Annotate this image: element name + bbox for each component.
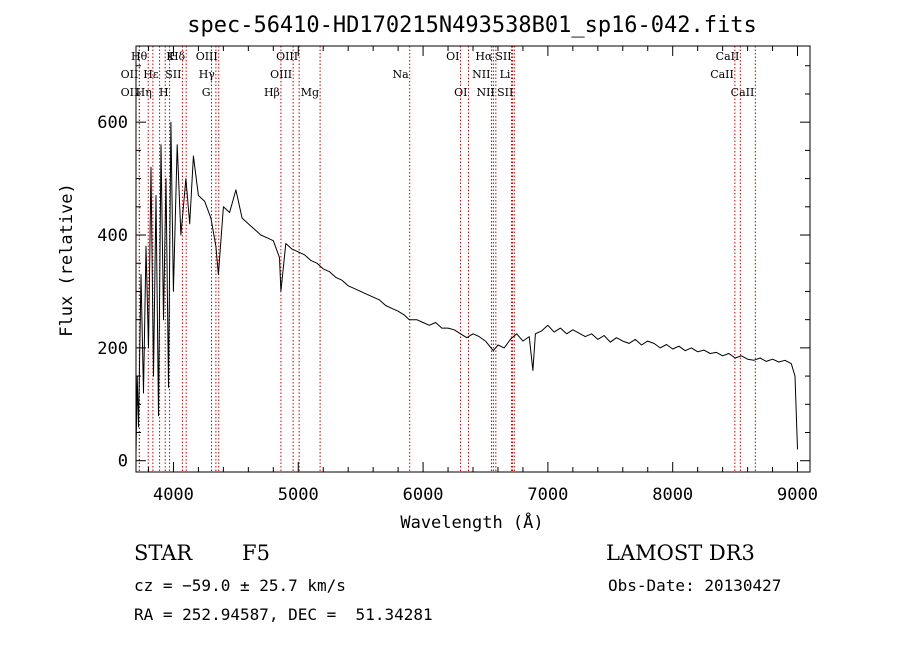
x-tick-label-4000: 4000 [153, 485, 194, 505]
line-label-19: NII [472, 68, 490, 81]
line-label-22: Li [500, 68, 511, 81]
line-label-27: CaII [731, 86, 755, 99]
x-axis: 4000 5000 6000 7000 8000 9000 [147, 46, 818, 505]
plot-frame [135, 45, 811, 473]
line-label-12: Hβ [264, 86, 280, 99]
plot-series [135, 121, 798, 456]
line-label-14: OIII [276, 50, 298, 63]
line-label-23: SII [495, 50, 511, 63]
y-tick-label-400: 400 [97, 226, 128, 246]
line-label-15: Mg [301, 86, 319, 99]
survey-name: LAMOST DR3 [606, 541, 755, 565]
coordinates: RA = 252.94587, DEC = 51.34281 [134, 605, 433, 624]
line-label-2: Hθ [131, 50, 148, 63]
line-label-21: NII [477, 86, 495, 99]
object-subclass: F5 [242, 541, 270, 565]
line-label-13: OIII [270, 68, 292, 81]
line-label-11: OIII [196, 50, 218, 63]
line-label-9: G [202, 86, 211, 99]
line-label-3: Hη [136, 86, 152, 99]
line-label-17: OI [446, 50, 459, 63]
line-label-4: Hε [143, 68, 159, 81]
y-tick-label-200: 200 [97, 339, 128, 359]
spectrum-chart: spec-56410-HD170215N493538B01_sp16-042.f… [57, 13, 818, 533]
line-markers: OII OII Hθ Hη Hε K H SII Hδ G Hγ OIII Hβ OIII OIII Mg Na… [121, 46, 756, 472]
object-class: STAR [134, 541, 193, 565]
y-tick-label-600: 600 [97, 113, 128, 133]
line-label-24: SII [497, 86, 513, 99]
line-label-25: CaII [710, 68, 734, 81]
y-tick-label-0: 0 [118, 452, 128, 472]
line-label-8: Hδ [169, 50, 186, 63]
line-label-26: CaII [716, 50, 740, 63]
line-label-20: Hα [475, 50, 493, 63]
chart-title: spec-56410-HD170215N493538B01_sp16-042.f… [187, 13, 757, 38]
flux-series-line [135, 121, 798, 456]
redshift-cz: cz = −59.0 ± 25.7 km/s [134, 576, 346, 595]
line-label-0: OII [121, 86, 139, 99]
line-label-1: OII [121, 68, 139, 81]
line-label-18: OI [454, 86, 467, 99]
obs-date: Obs-Date: 20130427 [608, 576, 782, 595]
line-label-16: Na [393, 68, 410, 81]
x-tick-label-6000: 6000 [403, 485, 444, 505]
line-label-10: Hγ [199, 68, 216, 81]
y-axis-label: Flux (relative) [57, 183, 77, 337]
x-tick-label-9000: 9000 [777, 485, 818, 505]
x-tick-label-7000: 7000 [527, 485, 568, 505]
x-tick-label-5000: 5000 [278, 485, 319, 505]
line-label-5: K [166, 50, 175, 63]
x-axis-label: Wavelength (Å) [400, 511, 543, 533]
x-tick-label-8000: 8000 [652, 485, 693, 505]
line-label-7: SII [165, 68, 181, 81]
line-label-6: H [159, 86, 169, 99]
y-axis: 0 200 400 600 [97, 65, 810, 472]
